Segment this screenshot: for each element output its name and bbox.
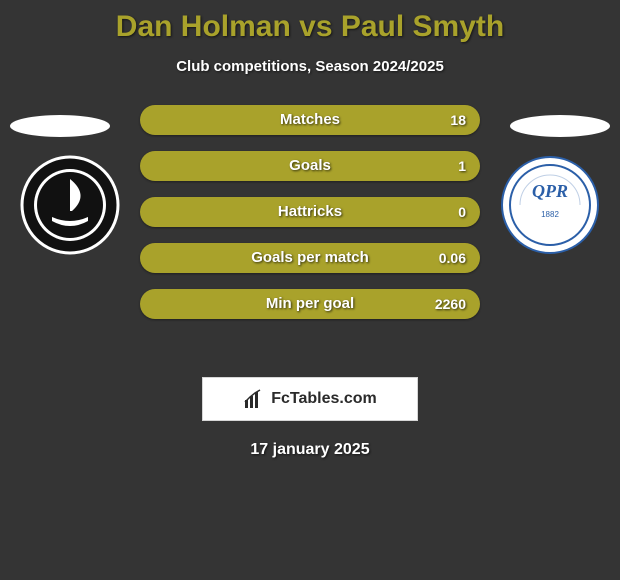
stat-value-right: 18 [450,105,466,135]
plymouth-crest-icon [20,155,120,255]
page-subtitle: Club competitions, Season 2024/2025 [0,58,620,75]
brand-text: FcTables.com [271,390,377,408]
stat-bar: Hattricks0 [140,197,480,227]
comparison-stage: QPR 1882 Matches18 Goals1 Hattricks0 Goals … [0,105,620,365]
qpr-crest-icon: QPR 1882 [500,155,600,255]
comparison-bars: Matches18 Goals1 Hattricks0 Goals per match… [140,105,480,335]
stat-label: Goals [140,151,480,181]
stat-bar: Goals per match0.06 [140,243,480,273]
player-left-ellipse [10,115,110,137]
brand-chart-icon [243,388,265,410]
stat-value-right: 0 [458,197,466,227]
brand-badge: FcTables.com [202,377,418,421]
stat-label: Min per goal [140,289,480,319]
footer-date: 17 january 2025 [0,441,620,459]
stat-value-right: 0.06 [439,243,466,273]
stat-label: Matches [140,105,480,135]
player-right-crest: QPR 1882 [500,155,600,255]
stat-value-right: 2260 [435,289,466,319]
stat-label: Hattricks [140,197,480,227]
stat-bar: Min per goal2260 [140,289,480,319]
stat-bar: Matches18 [140,105,480,135]
stat-label: Goals per match [140,243,480,273]
svg-text:1882: 1882 [541,210,559,219]
page-title: Dan Holman vs Paul Smyth [0,0,620,44]
stat-bar: Goals1 [140,151,480,181]
svg-text:QPR: QPR [532,181,568,201]
stat-value-right: 1 [458,151,466,181]
player-right-ellipse [510,115,610,137]
player-left-crest [20,155,120,255]
